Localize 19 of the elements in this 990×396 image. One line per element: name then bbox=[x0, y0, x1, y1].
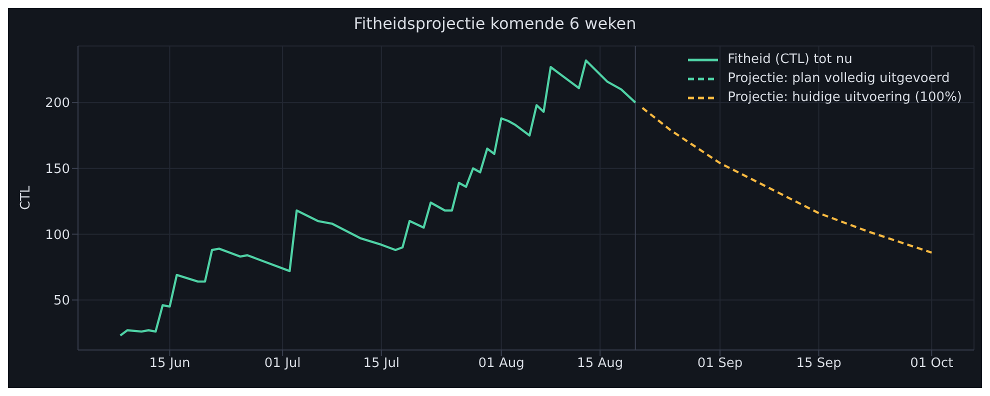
line-series bbox=[119, 59, 636, 337]
x-tick-label: 01 Sep bbox=[697, 356, 743, 372]
x-tick-label: 01 Oct bbox=[910, 356, 954, 372]
legend-label: Projectie: plan volledig uitgevoerd bbox=[728, 71, 950, 86]
line-series bbox=[641, 106, 933, 254]
y-tick-label: 50 bbox=[53, 294, 70, 309]
x-tick-label: 15 Aug bbox=[577, 356, 624, 372]
y-tick-label: 150 bbox=[45, 162, 70, 178]
y-tick-label: 200 bbox=[45, 96, 70, 112]
x-tick-label: 01 Jul bbox=[264, 356, 301, 372]
y-tick-label: 100 bbox=[45, 228, 70, 243]
x-tick-label: 15 Jul bbox=[363, 356, 400, 372]
x-tick-label: 15 Jun bbox=[149, 356, 190, 372]
legend-label: Fitheid (CTL) tot nu bbox=[728, 52, 852, 67]
x-tick-label: 15 Sep bbox=[796, 356, 842, 372]
chart-title: Fitheidsprojectie komende 6 weken bbox=[352, 13, 638, 35]
legend-label: Projectie: huidige uitvoering (100%) bbox=[728, 90, 962, 105]
y-axis-title: CTL bbox=[18, 184, 34, 210]
x-tick-label: 01 Aug bbox=[478, 356, 524, 372]
